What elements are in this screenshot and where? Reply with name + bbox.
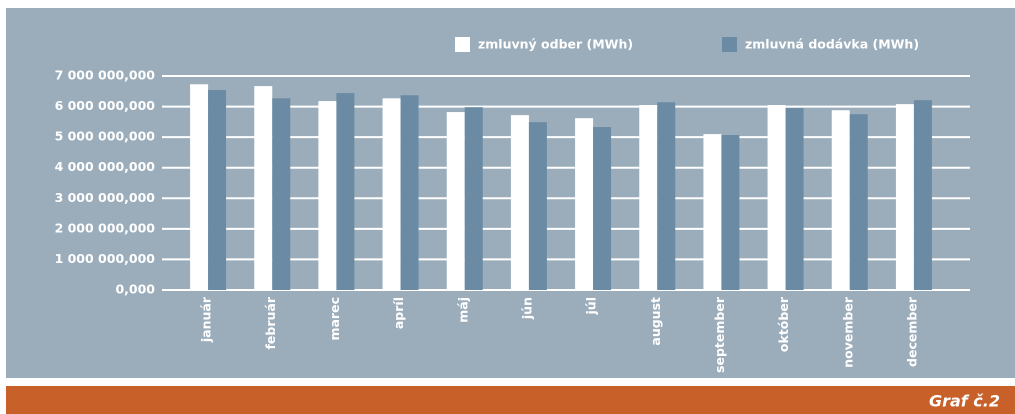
y-tick-label: 0,000 — [115, 282, 155, 297]
caption: Graf č.2 — [929, 392, 1000, 411]
bar — [318, 101, 337, 290]
x-tick-label: august — [648, 297, 663, 346]
y-tick-label: 2 000 000,000 — [55, 220, 156, 235]
x-tick-label: február — [263, 296, 278, 349]
caption-band — [6, 386, 1015, 414]
x-tick-label: november — [840, 296, 855, 368]
bar — [657, 102, 676, 290]
x-tick-label: september — [712, 296, 727, 373]
legend-label: zmluvný odber (MWh) — [478, 37, 633, 52]
bar — [510, 115, 529, 290]
legend-swatch — [722, 37, 737, 52]
y-tick-label: 6 000 000,000 — [55, 98, 156, 113]
bar — [400, 95, 419, 290]
x-tick-label: marec — [327, 297, 342, 341]
bar — [382, 98, 401, 291]
bar — [721, 135, 740, 290]
bar — [831, 110, 850, 291]
y-tick-label: 5 000 000,000 — [55, 129, 156, 144]
bar — [446, 112, 465, 291]
bar — [575, 118, 594, 290]
y-tick-label: 4 000 000,000 — [55, 159, 156, 174]
bar — [190, 84, 209, 290]
bar — [767, 105, 786, 291]
x-tick-label: apríl — [391, 297, 406, 329]
bar — [849, 114, 868, 290]
bar — [254, 86, 273, 291]
x-tick-label: máj — [455, 297, 470, 323]
y-tick-label: 1 000 000,000 — [55, 251, 156, 266]
x-tick-label: december — [904, 296, 919, 367]
x-tick-label: jún — [519, 297, 534, 320]
bar — [593, 127, 612, 290]
bar — [895, 104, 914, 290]
x-tick-label: január — [199, 296, 214, 343]
x-tick-label: október — [776, 296, 791, 352]
legend-label: zmluvná dodávka (MWh) — [745, 37, 919, 52]
bar — [639, 105, 658, 291]
bar — [785, 108, 804, 290]
bar — [528, 122, 547, 290]
legend-swatch — [455, 37, 470, 52]
bar — [208, 90, 227, 290]
bar — [336, 93, 355, 291]
x-tick-label: júl — [584, 297, 599, 315]
bar — [272, 98, 291, 291]
bar — [464, 107, 483, 290]
bar — [703, 134, 722, 290]
bar — [913, 100, 932, 290]
y-tick-label: 3 000 000,000 — [55, 190, 156, 205]
y-tick-label: 7 000 000,000 — [55, 68, 156, 83]
